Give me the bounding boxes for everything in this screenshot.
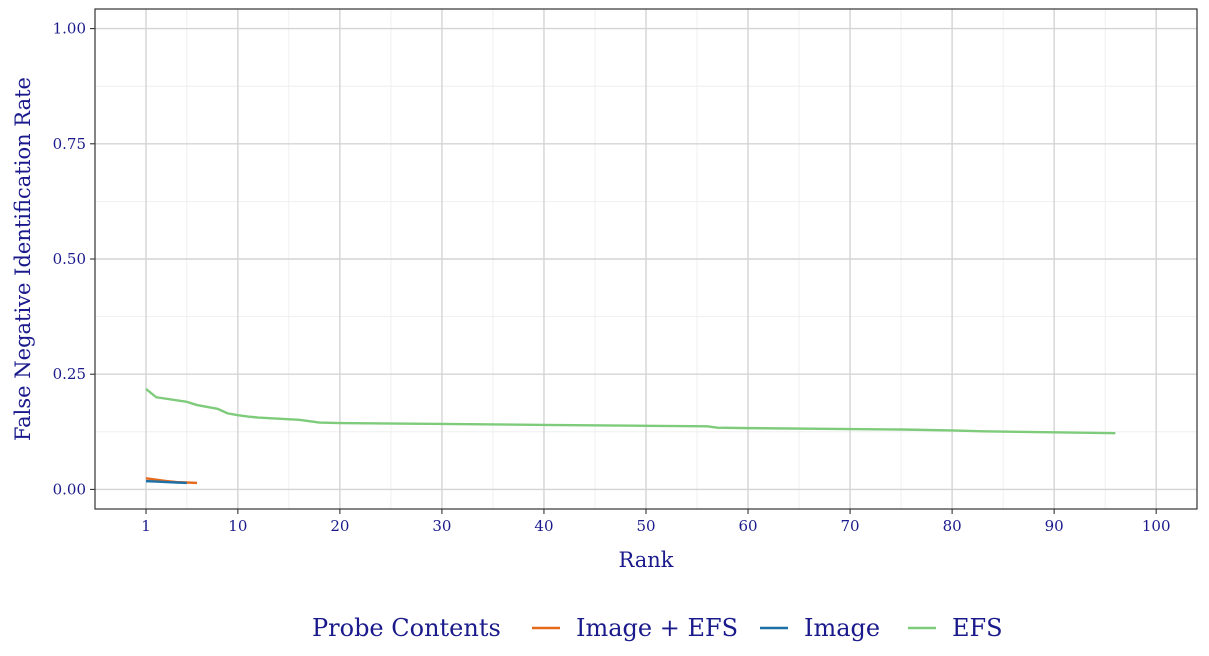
x-tick-label: 60 [738,517,757,535]
y-tick-label: 1.00 [53,20,86,38]
major-gridlines [95,9,1197,509]
x-tick-label: 100 [1142,517,1171,535]
series-line-efs [145,388,1116,435]
series-line-image [145,479,187,485]
y-tick-label: 0.25 [53,365,86,383]
x-tick-label: 40 [534,517,553,535]
legend-entries: Image + EFS Image EFS [532,614,1003,642]
x-tick-label: 80 [943,517,962,535]
x-tick-label: 70 [841,517,860,535]
legend: Probe Contents Image + EFS Image EFS [312,614,1003,642]
legend-item-label: Image [804,614,880,642]
x-tick-label: 20 [330,517,349,535]
x-tick-label: 1 [141,517,151,535]
y-axis: 0.00 0.25 0.50 0.75 1.00 [53,20,95,498]
legend-item-label: EFS [952,614,1003,642]
legend-item-label: Image + EFS [576,614,738,642]
x-axis: 1 10 20 30 40 50 60 70 80 90 100 [141,509,1171,535]
legend-title: Probe Contents [312,614,501,642]
x-tick-label: 50 [636,517,655,535]
x-tick-label: 10 [228,517,247,535]
y-tick-label: 0.75 [53,135,86,153]
x-tick-label: 30 [432,517,451,535]
x-tick-label: 90 [1045,517,1064,535]
y-tick-label: 0.50 [53,250,86,268]
y-axis-title: False Negative Identification Rate [11,77,35,441]
series-layer [145,388,1116,485]
y-tick-label: 0.00 [53,480,86,498]
x-axis-title: Rank [618,548,673,572]
